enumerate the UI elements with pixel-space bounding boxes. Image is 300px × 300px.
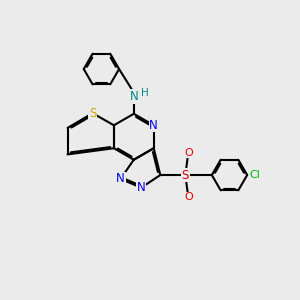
Text: Cl: Cl [250,170,260,180]
Text: O: O [184,148,193,158]
Text: S: S [89,107,96,120]
Text: N: N [137,181,146,194]
Text: N: N [149,119,158,132]
Text: H: H [141,88,148,98]
Text: O: O [184,192,193,202]
Text: N: N [129,90,138,103]
Text: N: N [116,172,125,185]
Text: S: S [182,169,189,182]
